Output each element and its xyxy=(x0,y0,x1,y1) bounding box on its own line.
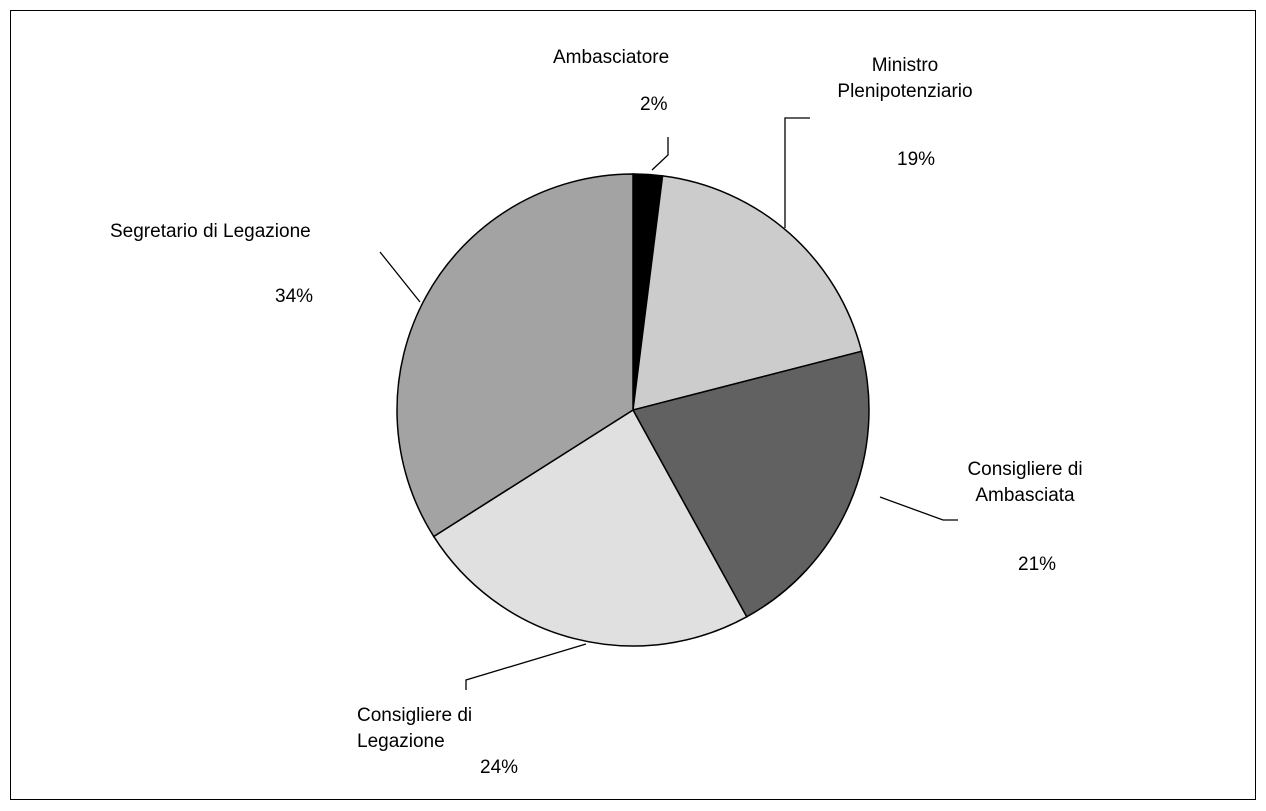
category-label: Ambasciatore xyxy=(553,47,670,68)
pie-slice xyxy=(432,408,748,647)
leader-line xyxy=(465,643,587,690)
leader-line xyxy=(879,496,958,521)
value-label: 19% xyxy=(897,149,936,170)
value-label: 24% xyxy=(480,757,519,778)
leader-lines xyxy=(379,117,958,690)
category-label: Segretario di Legazione xyxy=(110,221,311,242)
value-label: 34% xyxy=(275,286,314,307)
value-label: 2% xyxy=(640,94,668,115)
pie-slice xyxy=(396,173,634,538)
category-label: Ministro Plenipotenziario xyxy=(837,55,973,102)
category-label: Consigliere di Ambasciata xyxy=(967,459,1083,506)
pie-slice xyxy=(632,175,863,412)
pie xyxy=(396,173,870,647)
leader-line xyxy=(651,137,669,171)
value-label: 21% xyxy=(1018,554,1057,575)
pie-slice xyxy=(631,350,870,618)
leader-line xyxy=(784,117,810,228)
leader-line xyxy=(379,251,421,303)
chart-frame xyxy=(10,10,1256,800)
category-label: Consigliere di Legazione xyxy=(357,705,473,752)
